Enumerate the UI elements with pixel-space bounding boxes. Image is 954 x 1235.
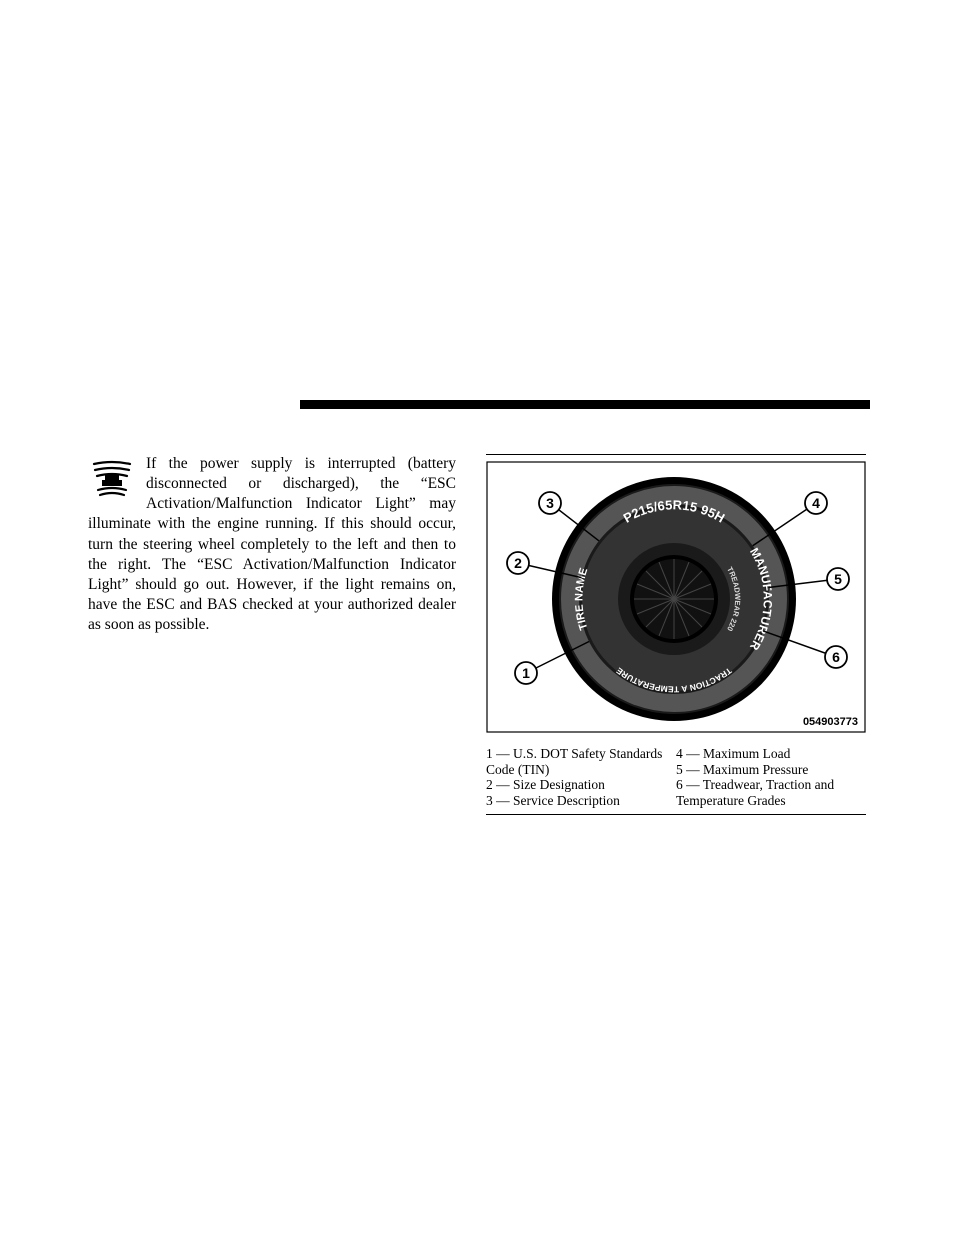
tire-diagram-svg: P215/65R15 95H MANUFACTURER TRACTION A T… xyxy=(486,461,866,733)
body-paragraph-text: If the power supply is interrupted (batt… xyxy=(88,455,456,633)
figure-legend: 1 — U.S. DOT Safety Standards Code (TIN)… xyxy=(486,746,866,808)
legend-right-col: 4 — Maximum Load 5 — Maximum Pressure 6 … xyxy=(676,746,866,808)
figure-code: 054903773 xyxy=(803,716,858,728)
callout-number: 3 xyxy=(546,495,554,511)
tire-figure: P215/65R15 95H MANUFACTURER TRACTION A T… xyxy=(486,454,866,815)
page-content: If the power supply is interrupted (batt… xyxy=(0,396,954,815)
legend-item: 6 — Treadwear, Traction and Temperature … xyxy=(676,777,866,808)
callout-number: 6 xyxy=(832,649,840,665)
callout-number: 2 xyxy=(514,555,522,571)
right-column: P215/65R15 95H MANUFACTURER TRACTION A T… xyxy=(486,454,866,815)
legend-item: 2 — Size Designation xyxy=(486,777,676,793)
legend-item: 4 — Maximum Load xyxy=(676,746,866,762)
callout-number: 1 xyxy=(522,665,530,681)
callout-number: 5 xyxy=(834,571,842,587)
left-column: If the power supply is interrupted (batt… xyxy=(88,454,456,815)
legend-item: 1 — U.S. DOT Safety Standards Code (TIN) xyxy=(486,746,676,777)
body-paragraph: If the power supply is interrupted (batt… xyxy=(88,454,456,635)
callout-number: 4 xyxy=(812,495,820,511)
esc-warning-icon xyxy=(88,456,136,504)
legend-left-col: 1 — U.S. DOT Safety Standards Code (TIN)… xyxy=(486,746,676,808)
legend-item: 3 — Service Description xyxy=(486,793,676,809)
legend-item: 5 — Maximum Pressure xyxy=(676,762,866,778)
